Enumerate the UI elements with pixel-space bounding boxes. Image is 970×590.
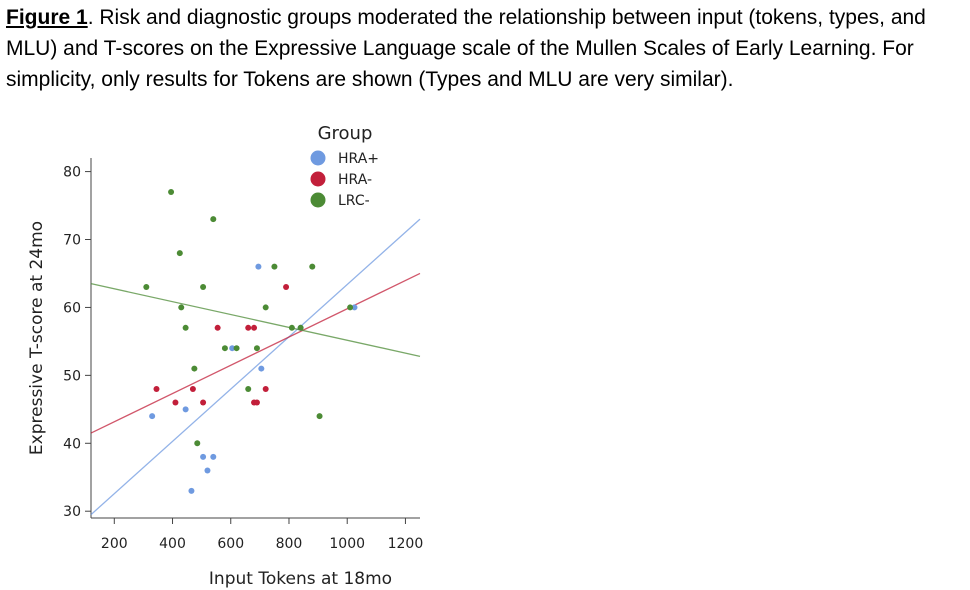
point-hra [204,467,211,474]
point-lrc [316,413,323,420]
point-lrc [271,263,278,270]
point-hra [210,453,217,460]
y-tick-label: 60 [63,300,81,316]
y-tick-label: 40 [63,436,81,452]
point-lrc [182,324,189,331]
point-hra [200,453,207,460]
legend-marker [310,150,326,166]
legend-marker [310,171,326,187]
legend-marker [310,192,326,208]
point-hra [253,399,260,406]
point-lrc [210,216,217,223]
point-hra [255,263,262,270]
x-tick-label: 1200 [388,536,424,552]
point-lrc [309,263,316,270]
x-tick-label: 200 [101,536,128,552]
point-lrc [200,284,207,291]
point-hra [251,324,258,331]
point-lrc [297,324,304,331]
point-lrc [221,345,228,352]
x-tick-label: 1000 [329,536,365,552]
point-hra [188,487,195,494]
point-lrc [178,304,185,311]
legend-label: HRA+ [338,151,379,167]
legend-label: LRC- [338,193,370,209]
figure-caption: Figure 1. Risk and diagnostic groups mod… [6,2,968,95]
x-tick-label: 800 [276,536,303,552]
point-lrc [245,385,252,392]
figure-label: Figure 1 [6,6,88,29]
point-hra [149,413,156,420]
point-lrc [194,440,201,447]
x-tick-label: 600 [217,536,244,552]
y-tick-label: 50 [63,368,81,384]
point-hra [172,399,179,406]
point-hra [200,399,207,406]
fit-line-lrc [90,283,421,357]
point-lrc [288,324,295,331]
point-lrc [168,188,175,195]
y-tick-label: 30 [63,504,81,520]
fit-line-hra [90,218,421,516]
point-lrc [233,345,240,352]
legend-title: Group [318,123,373,144]
legend-label: HRA- [338,172,372,188]
y-axis-title: Expressive T-score at 24mo [27,221,47,455]
fit-line-hra [90,272,421,434]
point-hra [214,324,221,331]
y-tick-label: 80 [63,165,81,181]
point-hra [262,385,269,392]
y-tick-label: 70 [63,233,81,249]
point-lrc [262,304,269,311]
point-hra [189,385,196,392]
point-hra [182,406,189,413]
point-lrc [253,345,260,352]
point-lrc [191,365,198,372]
point-hra [153,385,160,392]
x-tick-label: 400 [159,536,186,552]
point-hra [351,304,358,311]
caption-text: . Risk and diagnostic groups moderated t… [6,6,926,91]
point-hra [229,345,236,352]
x-axis-title: Input Tokens at 18mo [209,569,392,589]
point-hra [283,284,290,291]
point-lrc [143,284,150,291]
point-lrc [176,250,183,257]
point-hra [245,324,252,331]
point-hra [258,365,265,372]
point-lrc [347,304,354,311]
